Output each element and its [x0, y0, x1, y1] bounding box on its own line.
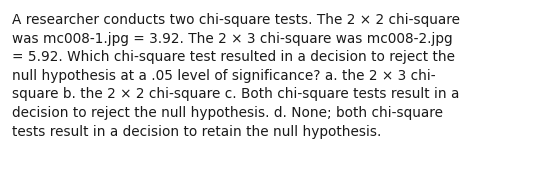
Text: A researcher conducts two chi-square tests. The 2 × 2 chi-square
was mc008-1.jpg: A researcher conducts two chi-square tes… — [12, 13, 460, 139]
